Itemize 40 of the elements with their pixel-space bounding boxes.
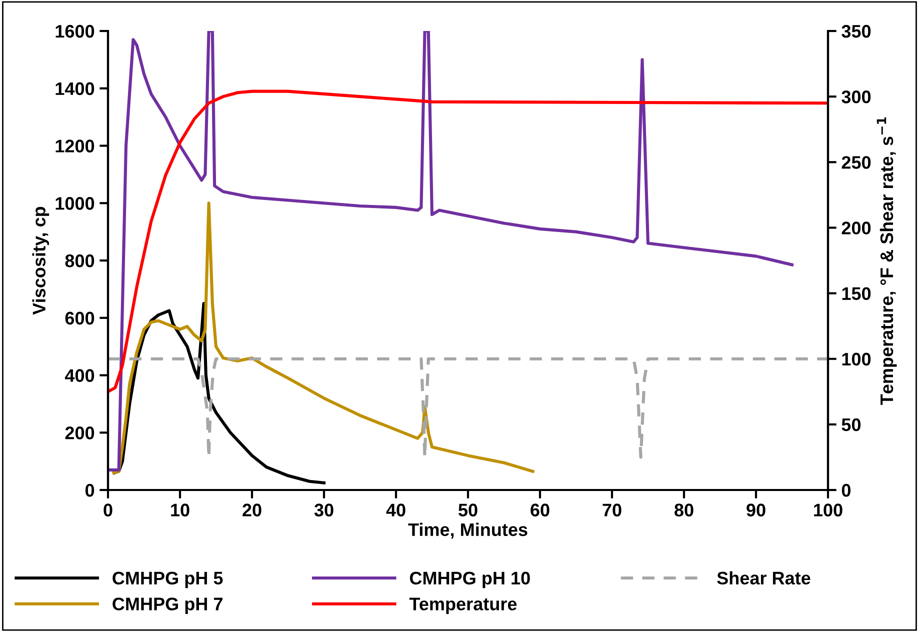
y2-tick-label: 100 [842,352,871,366]
line-series [108,31,794,472]
y-tick-label: 0 [85,484,94,497]
x-tick-label: 30 [314,504,334,516]
y-tick-label: 600 [65,312,94,325]
x-tick-label: 80 [674,504,694,516]
x-tick-label: 70 [602,504,622,516]
x-tick-label: 50 [458,504,478,516]
y-tick-label: 200 [65,426,94,440]
y2-tick-label: 200 [842,222,871,234]
y2-tick-label: 350 [842,24,871,38]
line-series [112,202,534,474]
x-tick-label: 90 [746,504,766,516]
y-tick-label: 1200 [56,140,94,152]
y-tick-label: 1600 [56,24,94,38]
legend-label: CMHPG pH 7 [112,598,222,614]
x-tick-label: 60 [530,504,550,516]
x-tick-label: 100 [814,504,842,516]
legend-label: CMHPG pH 5 [112,572,223,588]
x-axis-title: Time, Minutes [408,522,528,539]
legend-label: CMHPG pH 10 [410,572,530,588]
y-tick-label: 1000 [56,197,94,210]
line-series [108,90,828,394]
x-tick-label: 20 [242,504,262,516]
x-tick-label: 0 [104,504,112,516]
y2-tick-label: 50 [842,418,861,432]
legend-label: Shear Rate [717,571,810,585]
x-tick-label: 10 [171,504,190,516]
legend-label: Temperature [409,598,517,614]
line-series [108,357,828,459]
y-axis-title: Viscosity, cp [32,206,50,315]
x-tick-label: 40 [386,504,406,516]
y2-tick-label: 150 [842,287,871,300]
y-tick-label: 800 [65,254,94,268]
y2-tick-label: 300 [842,90,871,104]
y2-axis-title: Temperature, °F & Shear rate, s$^{−1}$ [876,117,897,405]
y-tick-label: 1400 [56,82,94,96]
y2-tick-label: 0 [842,484,850,497]
y2-tick-label: 250 [842,156,871,169]
y-tick-label: 400 [64,369,94,382]
